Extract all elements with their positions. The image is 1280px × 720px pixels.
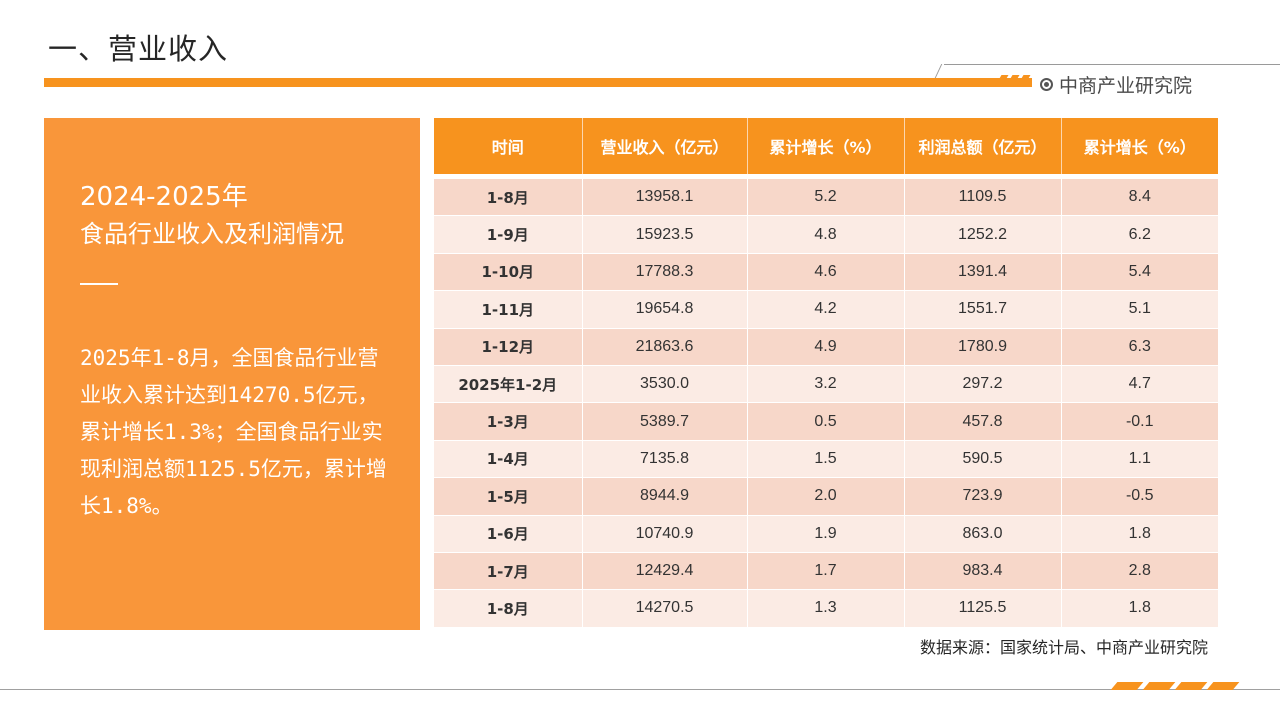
table-row: 1-6月 10740.9 1.9 863.0 1.8 — [434, 514, 1218, 553]
table-row: 1-10月 17788.3 4.6 1391.4 5.4 — [434, 252, 1218, 291]
cell-profit-growth: 5.1 — [1061, 290, 1218, 329]
cell-revenue-growth: 1.3 — [747, 589, 905, 627]
table-row: 1-12月 21863.6 4.9 1780.9 6.3 — [434, 327, 1218, 366]
table-row: 1-7月 12429.4 1.7 983.4 2.8 — [434, 551, 1218, 590]
brand: 中商产业研究院 — [1040, 71, 1192, 98]
footer-stripes — [1110, 682, 1240, 690]
footer-divider — [0, 689, 1100, 690]
table-row: 1-8月 13958.1 5.2 1109.5 8.4 — [434, 177, 1218, 216]
cell-revenue-growth: 4.9 — [747, 327, 905, 366]
cell-revenue: 21863.6 — [582, 327, 748, 366]
panel-year: 2024-2025年 — [80, 182, 248, 212]
panel-divider — [80, 283, 118, 285]
table-row: 2025年1-2月 3530.0 3.2 297.2 4.7 — [434, 364, 1218, 403]
cell-profit-growth: 4.7 — [1061, 364, 1218, 403]
cell-revenue-growth: 4.8 — [747, 215, 905, 254]
cell-time: 1-9月 — [434, 215, 583, 254]
revenue-profit-table: 时间 营业收入（亿元） 累计增长（%） 利润总额（亿元） 累计增长（%） 1-8… — [434, 118, 1218, 627]
cell-revenue-growth: 1.7 — [747, 551, 905, 590]
cell-profit-growth: 8.4 — [1061, 177, 1218, 216]
header-profit-growth: 累计增长（%） — [1061, 118, 1218, 174]
cell-revenue-growth: 1.9 — [747, 514, 905, 553]
data-source: 数据来源：国家统计局、中商产业研究院 — [919, 638, 1208, 657]
cell-profit: 1391.4 — [904, 252, 1062, 291]
brand-logo-icon — [1040, 78, 1053, 91]
cell-profit-growth: 6.3 — [1061, 327, 1218, 366]
cell-time: 1-11月 — [434, 290, 583, 329]
cell-revenue-growth: 5.2 — [747, 177, 905, 216]
cell-revenue: 3530.0 — [582, 364, 748, 403]
cell-profit: 590.5 — [904, 439, 1062, 478]
cell-profit-growth: 5.4 — [1061, 252, 1218, 291]
cell-time: 1-10月 — [434, 252, 583, 291]
header-profit: 利润总额（亿元） — [904, 118, 1062, 174]
cell-profit: 1780.9 — [904, 327, 1062, 366]
cell-revenue: 12429.4 — [582, 551, 748, 590]
cell-profit: 457.8 — [904, 402, 1062, 441]
panel-subtitle: 食品行业收入及利润情况 — [80, 220, 344, 248]
table-row: 1-5月 8944.9 2.0 723.9 -0.5 — [434, 477, 1218, 516]
cell-revenue: 5389.7 — [582, 402, 748, 441]
cell-profit: 1109.5 — [904, 177, 1062, 216]
cell-profit-growth: 6.2 — [1061, 215, 1218, 254]
cell-revenue: 13958.1 — [582, 177, 748, 216]
cell-profit-growth: -0.5 — [1061, 477, 1218, 516]
table-row: 1-8月 14270.5 1.3 1125.5 1.8 — [434, 589, 1218, 627]
cell-revenue: 19654.8 — [582, 290, 748, 329]
cell-revenue: 15923.5 — [582, 215, 748, 254]
cell-revenue-growth: 3.2 — [747, 364, 905, 403]
brand-name: 中商产业研究院 — [1059, 75, 1193, 97]
cell-time: 1-7月 — [434, 551, 583, 590]
table-row: 1-4月 7135.8 1.5 590.5 1.1 — [434, 439, 1218, 478]
cell-revenue: 8944.9 — [582, 477, 748, 516]
cell-time: 1-5月 — [434, 477, 583, 516]
cell-profit: 1125.5 — [904, 589, 1062, 627]
header-time: 时间 — [434, 118, 583, 174]
table-row: 1-3月 5389.7 0.5 457.8 -0.1 — [434, 402, 1218, 441]
cell-profit: 1252.2 — [904, 215, 1062, 254]
cell-profit-growth: -0.1 — [1061, 402, 1218, 441]
cell-profit-growth: 2.8 — [1061, 551, 1218, 590]
cell-revenue: 14270.5 — [582, 589, 748, 627]
table-header-row: 时间 营业收入（亿元） 累计增长（%） 利润总额（亿元） 累计增长（%） — [434, 118, 1218, 174]
cell-profit: 983.4 — [904, 551, 1062, 590]
cell-revenue-growth: 1.5 — [747, 439, 905, 478]
cell-time: 1-8月 — [434, 177, 583, 216]
cell-time: 1-3月 — [434, 402, 583, 441]
cell-profit-growth: 1.1 — [1061, 439, 1218, 478]
cell-time: 1-12月 — [434, 327, 583, 366]
cell-time: 1-8月 — [434, 589, 583, 627]
table-row: 1-9月 15923.5 4.8 1252.2 6.2 — [434, 215, 1218, 254]
cell-revenue: 17788.3 — [582, 252, 748, 291]
header-accent-bar — [44, 78, 1032, 87]
cell-profit-growth: 1.8 — [1061, 514, 1218, 553]
cell-revenue-growth: 4.6 — [747, 252, 905, 291]
summary-panel: 2024-2025年 食品行业收入及利润情况 2025年1-8月，全国食品行业营… — [44, 118, 420, 630]
cell-revenue-growth: 4.2 — [747, 290, 905, 329]
cell-time: 2025年1-2月 — [434, 364, 583, 403]
cell-revenue-growth: 0.5 — [747, 402, 905, 441]
panel-summary-text: 2025年1-8月，全国食品行业营业收入累计达到14270.5亿元，累计增长1.… — [80, 346, 387, 518]
cell-revenue: 7135.8 — [582, 439, 748, 478]
cell-time: 1-6月 — [434, 514, 583, 553]
header-revenue-growth: 累计增长（%） — [747, 118, 905, 174]
table-row: 1-11月 19654.8 4.2 1551.7 5.1 — [434, 290, 1218, 329]
header-divider-slant — [934, 64, 943, 78]
cell-profit: 723.9 — [904, 477, 1062, 516]
cell-revenue-growth: 2.0 — [747, 477, 905, 516]
cell-profit: 1551.7 — [904, 290, 1062, 329]
cell-profit: 863.0 — [904, 514, 1062, 553]
cell-profit: 297.2 — [904, 364, 1062, 403]
cell-profit-growth: 1.8 — [1061, 589, 1218, 627]
cell-time: 1-4月 — [434, 439, 583, 478]
header-divider — [944, 64, 1280, 65]
page-title: 一、营业收入 — [48, 32, 229, 66]
cell-revenue: 10740.9 — [582, 514, 748, 553]
header-revenue: 营业收入（亿元） — [582, 118, 748, 174]
header-stripes — [994, 75, 1031, 87]
